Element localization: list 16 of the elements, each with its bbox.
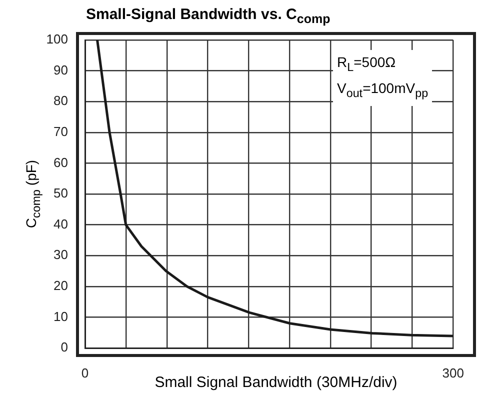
- y-tick-label: 20: [54, 278, 68, 293]
- y-tick-label: 60: [54, 154, 68, 170]
- y-tick-label: 80: [54, 93, 68, 108]
- y-tick-label: 0: [60, 340, 68, 355]
- x-axis-title: Small Signal Bandwidth (30MHz/div): [154, 374, 398, 391]
- y-tick-label: 100: [46, 32, 68, 47]
- y-tick-label: 30: [54, 247, 68, 262]
- annotation: R$_{L}$=500Ω: [337, 53, 397, 76]
- y-tick-label: 50: [54, 186, 68, 201]
- chart-title: Small-Signal Bandwidth vs. C$_{comp}$: [86, 6, 330, 26]
- y-tick-label: 10: [54, 308, 68, 324]
- annotation: V$_{out}$=100mV$_{pp}$: [337, 78, 428, 102]
- x-tick-label: 300: [442, 365, 464, 380]
- y-tick-label: 40: [54, 216, 68, 232]
- y-tick-label: 90: [54, 62, 68, 78]
- y-tick-label: 70: [54, 124, 68, 139]
